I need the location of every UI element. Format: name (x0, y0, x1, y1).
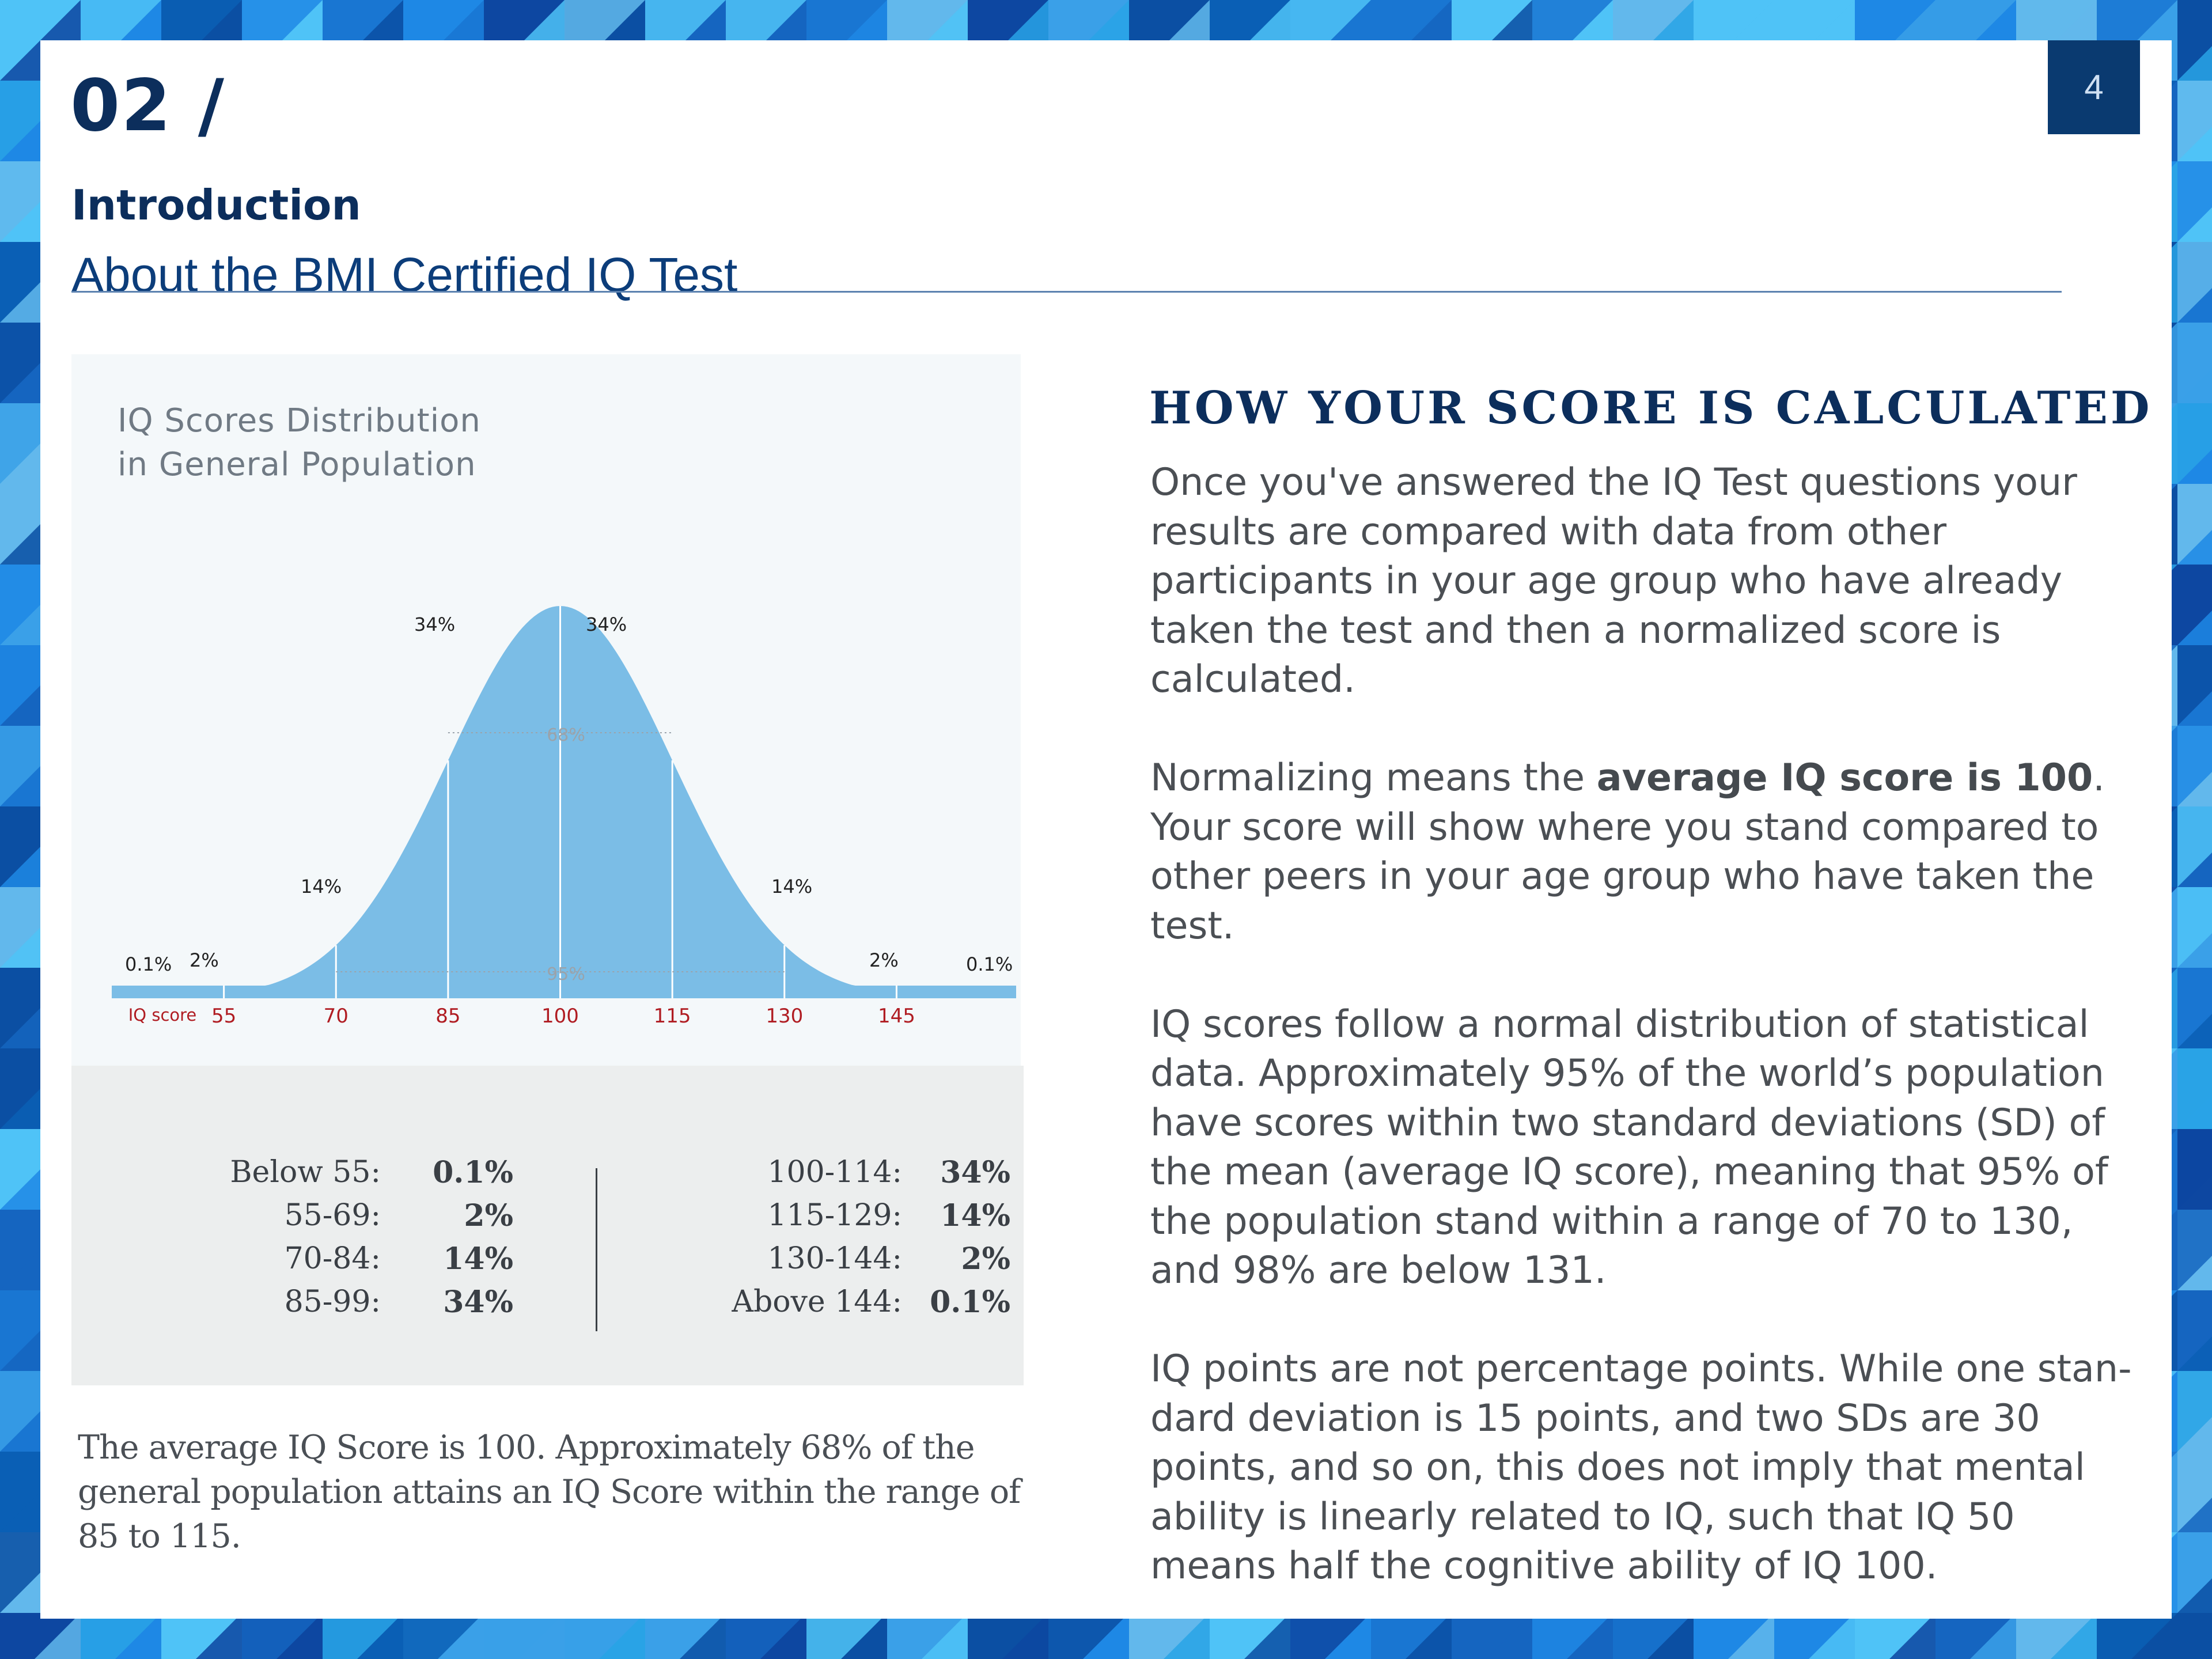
score-table-row: 70-84: 14% (71, 1241, 513, 1285)
x-tick-label: 130 (766, 1005, 803, 1028)
paragraph-comparison: Once you've answered the IQ Test questio… (1150, 461, 2077, 701)
score-percentage: 2% (464, 1198, 513, 1233)
segment-label: 0.1% (966, 953, 1013, 975)
bracket-68-label: 68% (547, 725, 585, 745)
distribution-curve (112, 606, 1016, 998)
score-percentage: 34% (443, 1285, 513, 1320)
normalizing-text-start: Normalizing means the (1150, 756, 1597, 800)
paragraph-distribution: IQ scores follow a normal distribution o… (1150, 1002, 2108, 1293)
x-tick-label: 55 (211, 1005, 236, 1028)
score-table-row: 115-129: 14% (607, 1198, 1010, 1241)
score-table-row: 130-144: 2% (607, 1241, 1010, 1285)
score-range: 70-84: (284, 1241, 381, 1276)
score-table-row: Below 55: 0.1% (71, 1155, 513, 1198)
calculation-heading: HOW YOUR SCORE IS CALCULATED (1149, 382, 2153, 434)
normalizing-text-end: . Your score will show where you stand c… (1150, 756, 2105, 948)
segment-label: 0.1% (125, 953, 172, 975)
paragraph-iq-points: IQ points are not percentage points. Whi… (1150, 1347, 2132, 1588)
score-percentage: 14% (940, 1198, 1010, 1233)
score-range: 85-99: (284, 1285, 381, 1319)
section-title: Introduction (71, 181, 361, 229)
segment-label: 34% (586, 613, 627, 635)
chart-panel: IQ Scores Distribution in General Popula… (71, 354, 1021, 1066)
page-number: 4 (2048, 40, 2140, 134)
segment-label: 14% (301, 876, 342, 897)
score-range: Above 144: (732, 1285, 902, 1319)
score-range: Below 55: (230, 1155, 381, 1190)
score-range: 130-144: (767, 1241, 902, 1276)
paragraph-normalizing: Normalizing means the average IQ score i… (1150, 753, 2141, 950)
score-percentage: 2% (961, 1241, 1010, 1277)
chart-title: IQ Scores Distribution in General Popula… (118, 399, 636, 487)
score-percentage: 0.1% (930, 1285, 1010, 1320)
segment-label: 34% (414, 613, 455, 635)
x-tick-label: 100 (541, 1005, 579, 1028)
score-table-row: 55-69: 2% (71, 1198, 513, 1241)
score-table-row: 100-114: 34% (607, 1155, 1010, 1198)
score-range: 115-129: (767, 1198, 902, 1233)
chart-title-line2: in General Population (118, 446, 476, 483)
chart-caption: The average IQ Score is 100. Approximate… (78, 1429, 1021, 1555)
bracket-95-label: 95% (547, 964, 585, 984)
x-tick-label: 85 (435, 1005, 460, 1028)
x-tick-label: 145 (878, 1005, 915, 1028)
score-table: Below 55: 0.1% 55-69: 2% 70-84: 14% 85-99: 34% … (71, 1066, 1024, 1385)
score-percentage: 34% (940, 1155, 1010, 1190)
score-percentage: 0.1% (433, 1155, 513, 1190)
header-divider (71, 291, 2062, 293)
score-percentage: 14% (443, 1241, 513, 1277)
segment-label: 14% (771, 876, 812, 897)
score-table-row: 85-99: 34% (71, 1285, 513, 1328)
segment-label: 2% (869, 949, 899, 971)
axis-label: IQ score (128, 1005, 197, 1025)
x-tick-label: 115 (654, 1005, 691, 1028)
score-range: 55-69: (284, 1198, 381, 1233)
chart-title-line1: IQ Scores Distribution (118, 402, 481, 440)
score-table-divider (596, 1168, 597, 1331)
x-tick-label: 70 (324, 1005, 349, 1028)
section-number: 02 / (70, 65, 226, 147)
average-score-emphasis: average IQ score is 100 (1596, 756, 2093, 800)
score-table-row: Above 144: 0.1% (607, 1285, 1010, 1328)
calculation-text: Once you've answered the IQ Test questio… (1150, 458, 2141, 1640)
distribution-chart: 68% 95% 0.1% 2% 14% 34% 34% 14% 2% 0.1% IQ score 55… (112, 606, 1016, 1028)
score-range: 100-114: (767, 1155, 902, 1190)
segment-label: 2% (190, 949, 219, 971)
